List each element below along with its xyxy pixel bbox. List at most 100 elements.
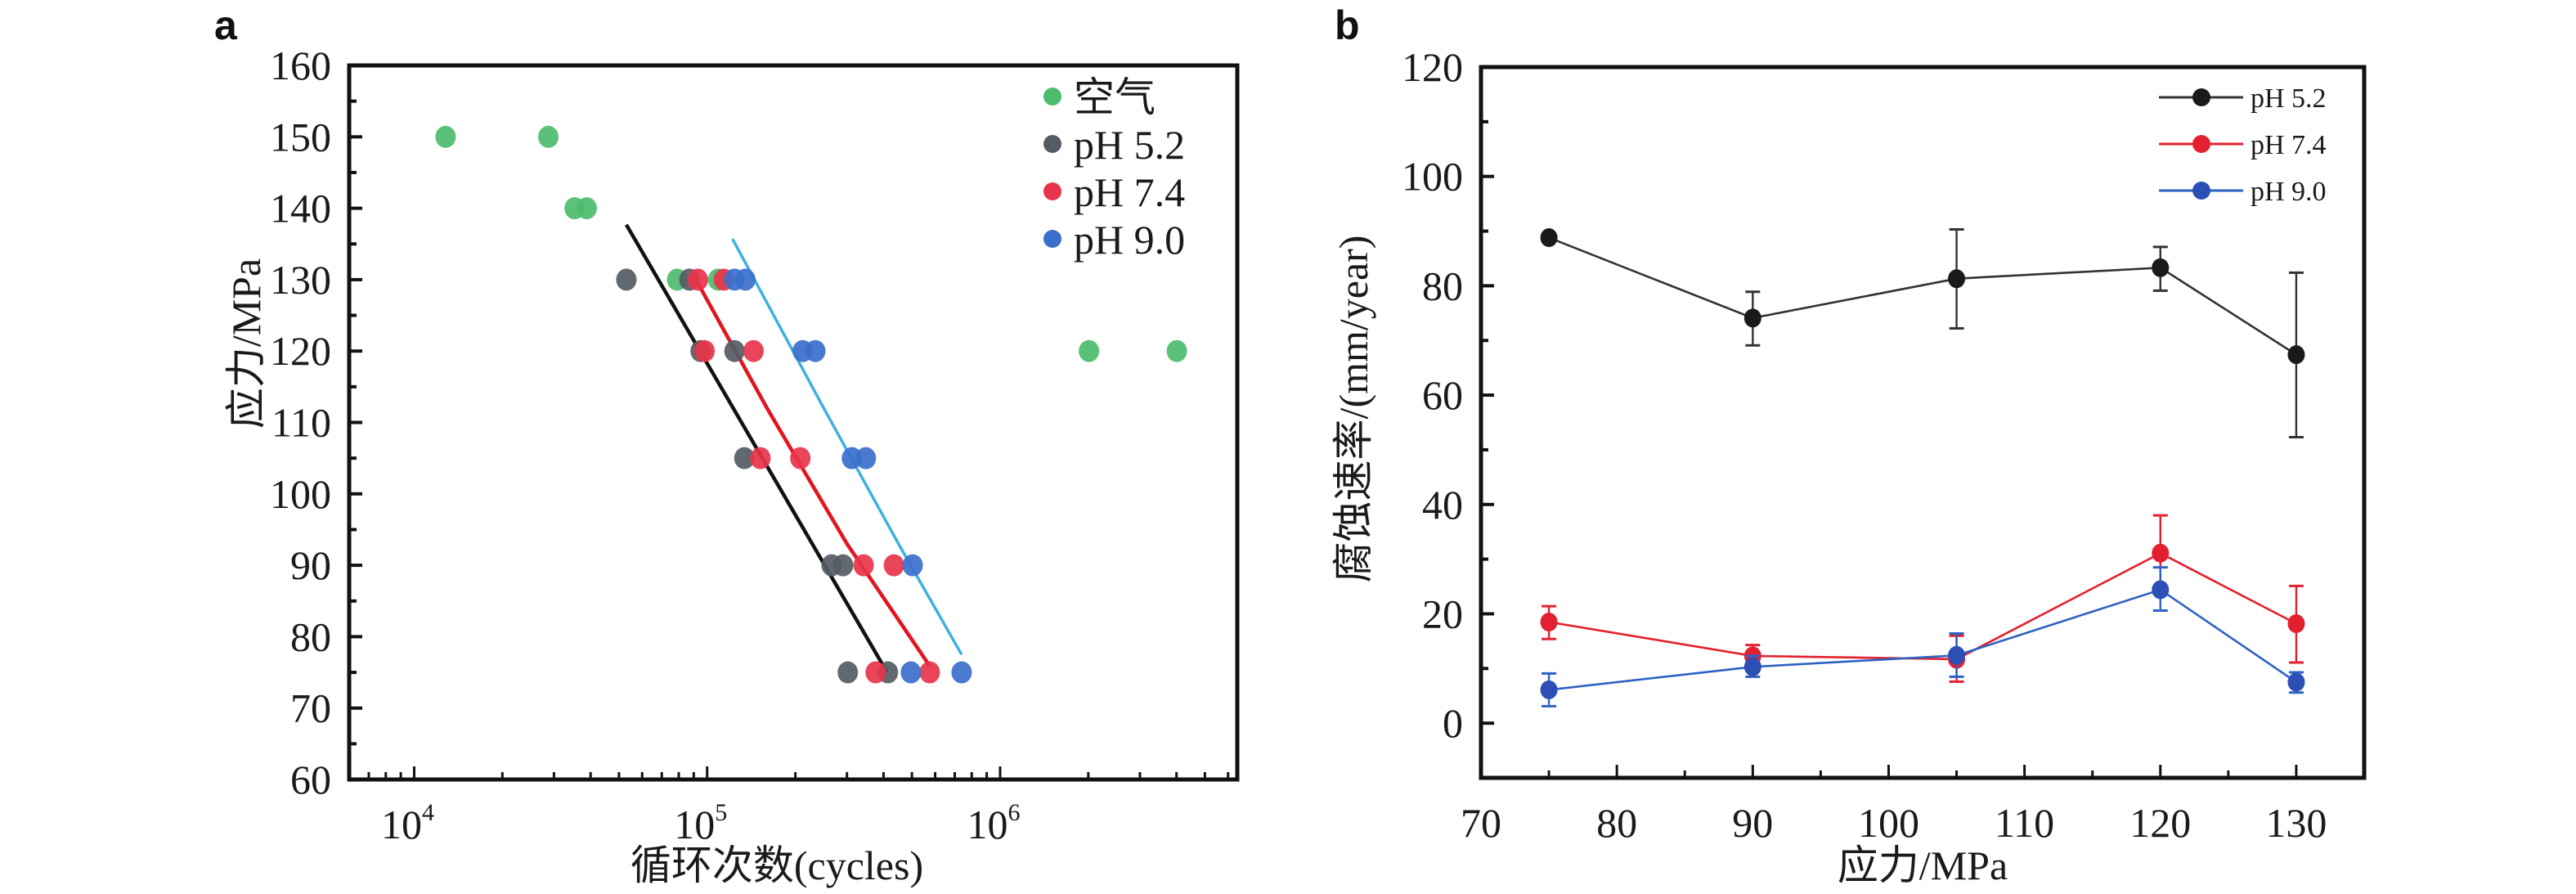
x-tick-label: 104 xyxy=(381,799,434,847)
series-line xyxy=(1548,236,2297,356)
data-point xyxy=(2152,543,2170,563)
data-point xyxy=(902,554,923,577)
y-tick-label: 130 xyxy=(270,257,331,303)
y-tick-label: 150 xyxy=(270,114,331,159)
data-point xyxy=(2287,345,2305,365)
data-point xyxy=(576,197,597,220)
chart-b-ticks xyxy=(1479,65,2298,778)
x-tick-label: 120 xyxy=(2129,800,2191,846)
chart-a-y-axis-label: 应力/MPa xyxy=(223,258,269,429)
data-point xyxy=(951,661,972,684)
data-point xyxy=(734,447,755,469)
data-point xyxy=(2287,613,2305,633)
x-tick-label: 100 xyxy=(1858,800,1919,846)
data-point xyxy=(1744,308,1761,328)
y-tick-label: 160 xyxy=(270,43,331,88)
data-point xyxy=(865,661,886,684)
x-tick-label: 110 xyxy=(1995,800,2054,846)
data-point xyxy=(1079,339,1100,362)
data-point xyxy=(2152,258,2170,277)
x-tick-base: 10 xyxy=(967,802,1008,847)
data-point xyxy=(832,554,854,577)
data-point xyxy=(805,339,826,362)
data-point xyxy=(919,661,940,684)
data-point xyxy=(883,554,904,577)
legend-marker xyxy=(1043,182,1061,200)
x-tick-exponent: 5 xyxy=(715,799,727,826)
x-tick-label: 105 xyxy=(674,799,727,847)
data-point xyxy=(2287,672,2305,692)
data-point xyxy=(2152,580,2170,600)
data-point xyxy=(837,661,859,684)
y-tick-label: 40 xyxy=(1422,482,1463,528)
legend-label: pH 5.2 xyxy=(2251,83,2327,114)
chart-b-tick-labels: 0 20 40 60 80 100 120 70 80 90 100 110 120 130 xyxy=(1402,44,2327,846)
data-point xyxy=(694,339,716,362)
legend-marker xyxy=(2192,182,2210,200)
y-tick-label: 120 xyxy=(270,328,331,374)
chart-b-x-axis-label: 应力/MPa xyxy=(1838,842,2008,888)
y-tick-label: 110 xyxy=(272,400,331,446)
chart-b: 0 20 40 60 80 100 120 70 80 90 100 110 120 130 应力/MPa… xyxy=(1331,44,2367,888)
data-point xyxy=(1540,612,1558,631)
y-tick-label: 90 xyxy=(290,542,331,588)
data-point xyxy=(435,125,456,148)
legend-marker xyxy=(1043,135,1061,153)
data-point xyxy=(1948,269,1966,289)
data-point xyxy=(724,339,745,362)
x-tick-label: 130 xyxy=(2265,800,2327,846)
y-tick-label: 120 xyxy=(1402,44,1463,90)
series-ph-9-0 xyxy=(1540,566,2305,708)
data-point xyxy=(1166,339,1187,362)
data-point xyxy=(1540,680,1558,699)
panel-label-a: a xyxy=(214,2,238,48)
y-tick-label: 20 xyxy=(1422,591,1463,636)
legend-marker xyxy=(2192,135,2210,153)
y-tick-label: 140 xyxy=(270,186,331,231)
data-point xyxy=(900,661,922,684)
chart-b-series xyxy=(1540,228,2305,708)
series-ph-5-2 xyxy=(1540,228,2305,439)
data-point xyxy=(790,447,811,469)
data-point xyxy=(855,447,877,469)
data-point xyxy=(1744,657,1761,676)
data-point xyxy=(687,268,708,291)
data-point xyxy=(750,447,771,469)
data-point xyxy=(1948,645,1966,665)
legend-marker xyxy=(2192,88,2210,106)
x-tick-exponent: 4 xyxy=(422,799,434,826)
y-tick-label: 70 xyxy=(290,685,331,731)
x-tick-label: 70 xyxy=(1461,800,1501,846)
y-tick-label: 80 xyxy=(1422,263,1463,308)
y-tick-label: 100 xyxy=(1402,154,1463,200)
chart-a-fit-lines xyxy=(624,223,963,673)
data-point xyxy=(743,339,764,362)
panel-label-b: b xyxy=(1335,2,1360,48)
x-tick-base: 10 xyxy=(674,802,715,847)
legend-label: pH 5.2 xyxy=(1074,122,1185,168)
x-tick-label: 80 xyxy=(1596,800,1637,846)
data-point xyxy=(616,268,637,291)
legend-marker xyxy=(1043,230,1061,248)
fit-line-ph-9-0 xyxy=(731,238,963,656)
chart-a-points xyxy=(435,125,1187,684)
x-tick-label: 90 xyxy=(1732,800,1773,846)
chart-b-y-axis-label: 腐蚀速率/(mm/year) xyxy=(1331,236,1376,583)
y-tick-label: 0 xyxy=(1443,700,1463,746)
legend-label: 空气 xyxy=(1074,74,1156,120)
y-tick-label: 80 xyxy=(290,613,331,659)
legend-label: pH 9.0 xyxy=(2251,177,2327,207)
data-point xyxy=(1540,228,1558,248)
x-tick-base: 10 xyxy=(381,802,422,847)
legend-label: pH 7.4 xyxy=(1074,169,1185,215)
x-tick-label: 106 xyxy=(967,799,1020,847)
chart-a-plot-frame xyxy=(347,63,1240,782)
legend-label: pH 7.4 xyxy=(2251,130,2327,160)
legend-marker xyxy=(1043,88,1061,106)
data-point xyxy=(734,268,756,291)
y-tick-label: 60 xyxy=(290,757,331,802)
